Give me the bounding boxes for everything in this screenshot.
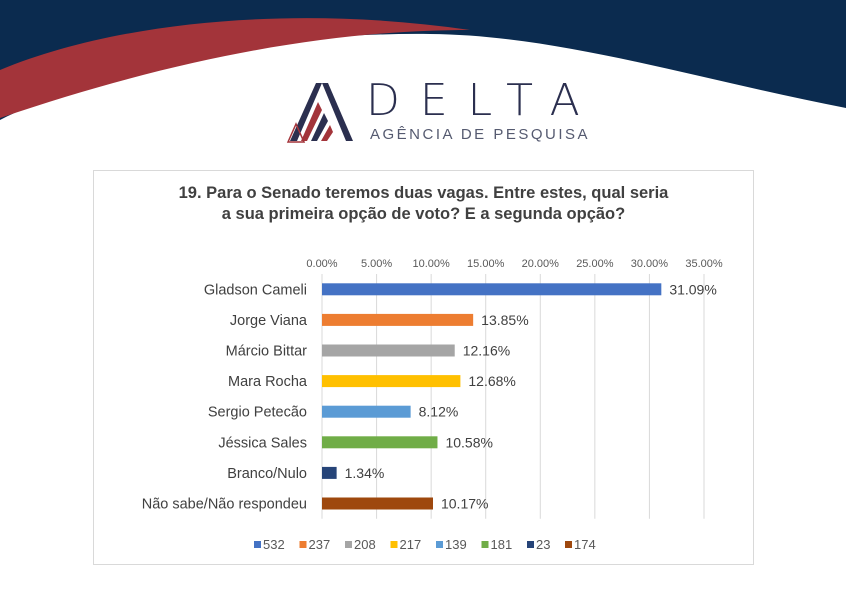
- legend-swatch: [345, 541, 352, 548]
- bar: [322, 405, 411, 418]
- legend-swatch: [436, 541, 443, 548]
- bar: [322, 344, 455, 357]
- bar: [322, 283, 662, 296]
- x-tick-label: 35.00%: [685, 258, 723, 270]
- bar: [322, 375, 461, 388]
- logo-wordmark: DELTA: [366, 75, 600, 126]
- x-tick-label: 5.00%: [361, 258, 392, 270]
- legend-swatch: [565, 541, 572, 548]
- x-tick-label: 30.00%: [631, 258, 669, 270]
- bar: [322, 497, 433, 510]
- legend-label: 208: [354, 537, 376, 552]
- bar: [322, 466, 337, 479]
- data-label: 12.68%: [468, 373, 515, 389]
- data-label: 13.85%: [481, 312, 528, 328]
- category-label: Jéssica Sales: [218, 435, 307, 451]
- category-label: Gladson Cameli: [204, 282, 307, 298]
- legend-label: 532: [263, 537, 285, 552]
- title-line: 19. Para o Senado teremos duas vagas. En…: [178, 184, 669, 202]
- chart-container: 19. Para o Senado teremos duas vagas. En…: [93, 170, 754, 565]
- legend-swatch: [254, 541, 261, 548]
- category-label: Não sabe/Não respondeu: [142, 497, 307, 513]
- data-label: 1.34%: [345, 465, 385, 481]
- x-tick-label: 25.00%: [576, 258, 614, 270]
- legend-label: 181: [491, 537, 513, 552]
- data-label: 8.12%: [419, 404, 459, 420]
- x-tick-label: 10.00%: [412, 258, 450, 270]
- category-label: Jorge Viana: [230, 313, 308, 329]
- legend-swatch: [390, 541, 398, 548]
- legend-label: 23: [536, 537, 550, 552]
- legend-swatch: [527, 541, 534, 548]
- category-label: Branco/Nulo: [227, 466, 307, 482]
- data-label: 12.16%: [463, 343, 510, 359]
- legend-label: 217: [400, 537, 422, 552]
- delta-logo-icon: [286, 83, 353, 143]
- data-label: 31.09%: [669, 281, 716, 297]
- title-line: a sua primeira opção de voto? E a segund…: [221, 205, 626, 223]
- legend-swatch: [481, 541, 489, 548]
- category-label: Sergio Petecão: [208, 405, 307, 421]
- x-tick-label: 15.00%: [467, 258, 505, 270]
- category-label: Mara Rocha: [228, 374, 308, 390]
- bar: [322, 436, 438, 449]
- data-label: 10.58%: [445, 434, 492, 450]
- logo-tagline: AGÊNCIA DE PESQUISA: [370, 126, 591, 143]
- category-label: Márcio Bittar: [226, 344, 308, 360]
- chart-title: 19. Para o Senado teremos duas vagas. En…: [94, 183, 753, 225]
- data-label: 10.17%: [441, 496, 488, 512]
- x-tick-label: 0.00%: [306, 258, 337, 270]
- legend-swatch: [299, 541, 307, 548]
- bar-chart: 0.00% 5.00% 10.00% 15.00% 20.00% 25.00% 30.00%…: [142, 258, 723, 552]
- bar: [322, 313, 474, 326]
- x-tick-label: 20.00%: [522, 258, 560, 270]
- legend-label: 174: [574, 537, 596, 552]
- legend-label: 237: [309, 537, 331, 552]
- legend-label: 139: [445, 537, 467, 552]
